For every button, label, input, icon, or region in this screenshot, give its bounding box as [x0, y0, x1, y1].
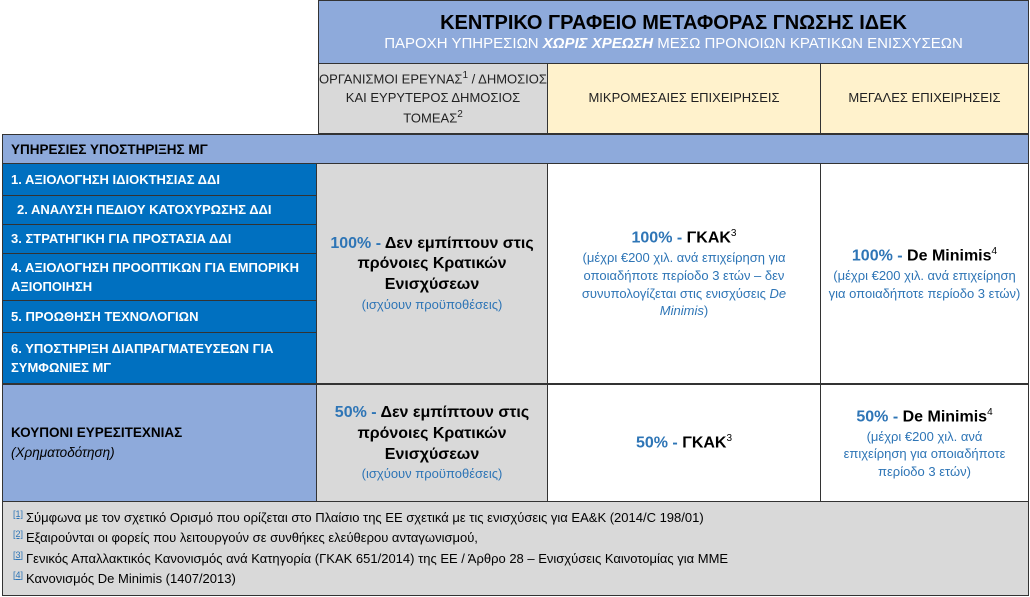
service-item: 3. ΣΤΡΑΤΗΓΙΚΗ ΓΙΑ ΠΡΟΣΤΑΣΙΑ ΔΔΙ — [2, 224, 317, 254]
title-header: ΚΕΝΤΡΙΚΟ ΓΡΑΦΕΙΟ ΜΕΤΑΦΟΡΑΣ ΓΝΩΣΗΣ ΙΔΕΚ Π… — [318, 0, 1029, 64]
service-item: 6. ΥΠΟΣΤΗΡΙΞΗ ΔΙΑΠΡΑΓΜΑΤΕΥΣΕΩΝ ΓΙΑ ΣΥΜΦΩ… — [2, 332, 317, 384]
service-item: 4. ΑΞΙΟΛΟΓΗΣΗ ΠΡΟΟΠΤΙΚΩΝ ΓΙΑ ΕΜΠΟΡΙΚΗ ΑΞ… — [2, 253, 317, 301]
cell-sme-services: 100% - ΓΚΑΚ3 (μέχρι €200 χιλ. ανά επιχεί… — [547, 163, 821, 384]
footnote-link[interactable]: [4] — [13, 569, 24, 580]
cell-research-voucher: 50% - Δεν εμπίπτουν στις πρόνοιες Κρατικ… — [316, 384, 548, 502]
footnote-link[interactable]: [1] — [13, 509, 24, 520]
footnote: [4] Κανονισμός De Minimis (1407/2013) — [13, 569, 236, 586]
footnote: [3] Γενικός Απαλλακτικός Κανονισμός ανά Κ… — [13, 549, 729, 566]
column-header-research: ΟΡΓΑΝΙΣΜΟΙ ΕΡΕΥΝΑΣ1 / ΔΗΜΟΣΙΟΣ ΚΑΙ ΕΥΡΥΤ… — [318, 63, 548, 134]
section-header: ΥΠΗΡΕΣΙΕΣ ΥΠΟΣΤΗΡΙΞΗΣ ΜΓ — [2, 134, 1029, 164]
cell-large-services: 100% - De Minimis4 (μέχρι €200 χιλ. ανά … — [820, 163, 1029, 384]
cell-large-voucher: 50% - De Minimis4 (μέχρι €200 χιλ. ανά ε… — [820, 384, 1029, 502]
footnote: [1] Σύμφωνα με τον σχετικό Ορισμό που ορί… — [13, 509, 704, 526]
service-item: 1. ΑΞΙΟΛΟΓΗΣΗ ΙΔΙΟΚΤΗΣΙΑΣ ΔΔΙ — [2, 163, 317, 196]
service-item: 5. ΠΡΟΩΘΗΣΗ ΤΕΧΝΟΛΟΓΙΩΝ — [2, 300, 317, 333]
footnotes: [1] Σύμφωνα με τον σχετικό Ορισμό που ορί… — [2, 501, 1029, 596]
footnote-link[interactable]: [3] — [13, 549, 24, 560]
footnote-link[interactable]: [2] — [13, 529, 24, 540]
footnote: [2] Εξαιρούνται οι φορείς που λειτουργούν… — [13, 529, 478, 546]
cell-sme-voucher: 50% - ΓΚΑΚ3 — [547, 384, 821, 502]
column-header-large: ΜΕΓΑΛΕΣ ΕΠΙΧΕΙΡΗΣΕΙΣ — [820, 63, 1029, 134]
row-label-patent-voucher: ΚΟΥΠΟΝΙ ΕΥΡΕΣΙΤΕΧΝΙΑΣ (Χρηματοδότηση) — [2, 384, 317, 502]
column-header-sme: ΜΙΚΡΟΜΕΣΑΙΕΣ ΕΠΙΧΕΙΡΗΣΕΙΣ — [547, 63, 821, 134]
page-title: ΚΕΝΤΡΙΚΟ ΓΡΑΦΕΙΟ ΜΕΤΑΦΟΡΑΣ ΓΝΩΣΗΣ ΙΔΕΚ — [440, 12, 907, 34]
page-subtitle: ΠΑΡΟΧΗ ΥΠΗΡΕΣΙΩΝ ΧΩΡΙΣ ΧΡΕΩΣΗ ΜΕΣΩ ΠΡΟΝΟ… — [384, 35, 963, 52]
cell-research-services: 100% - Δεν εμπίπτουν στις πρόνοιες Κρατι… — [316, 163, 548, 384]
service-item: 2. ΑΝΑΛΥΣΗ ΠΕΔΙΟΥ ΚΑΤΟΧΥΡΩΣΗΣ ΔΔΙ — [2, 195, 317, 225]
